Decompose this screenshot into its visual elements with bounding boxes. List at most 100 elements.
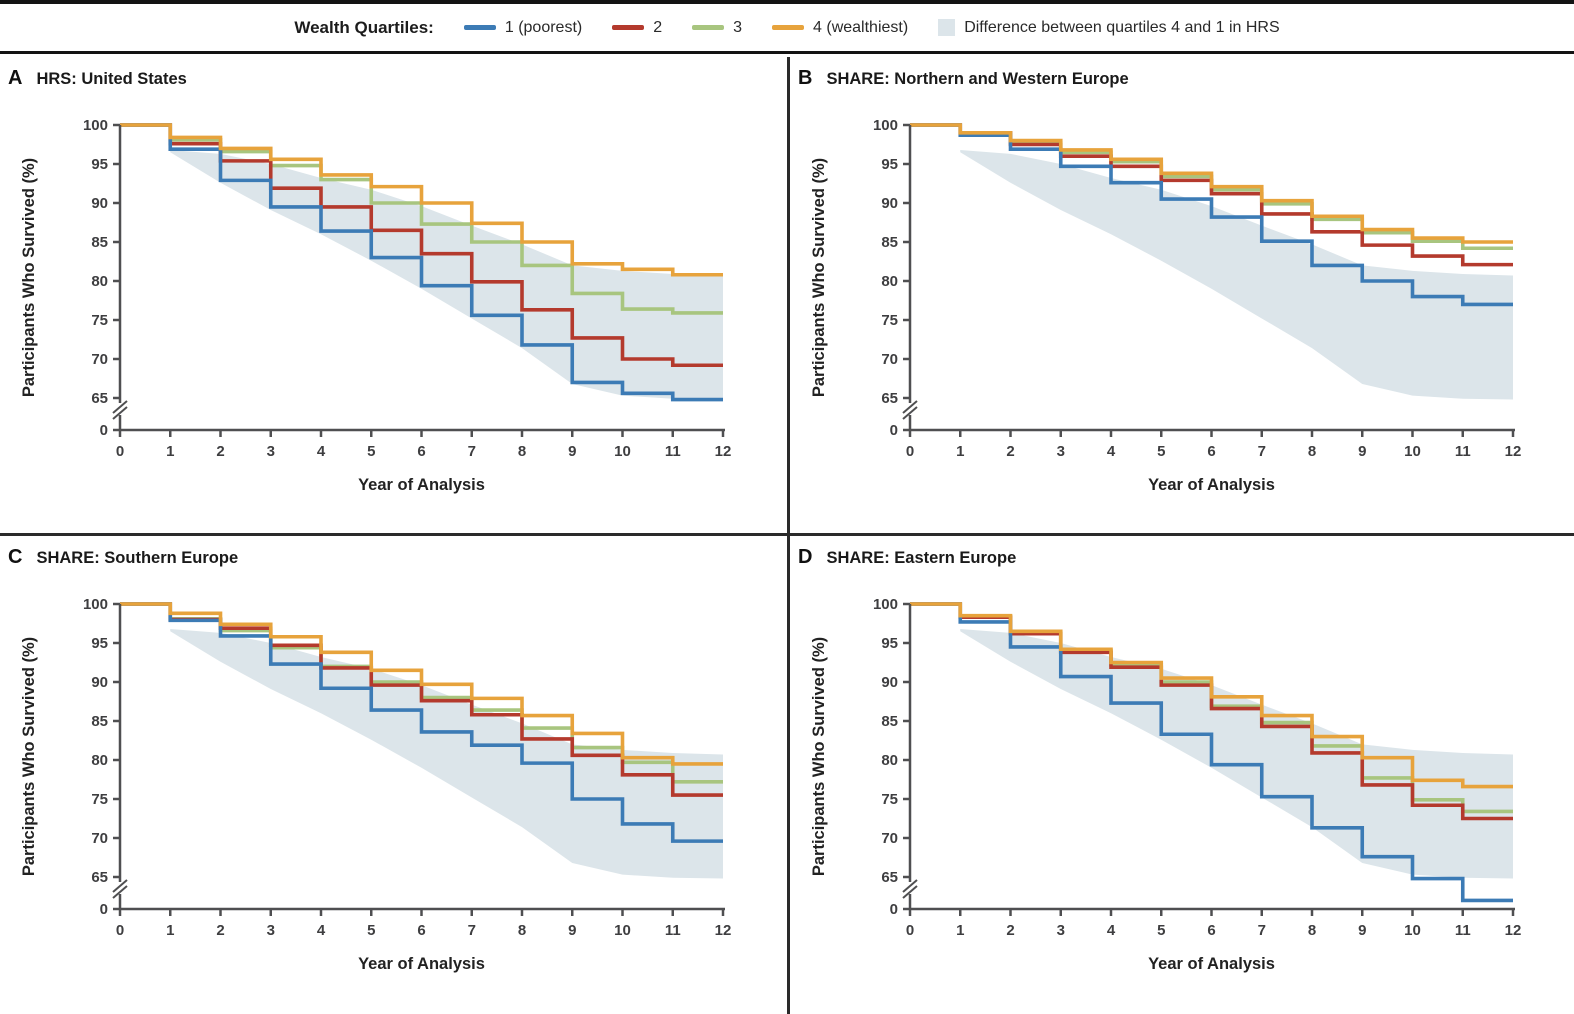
svg-text:4: 4 (317, 922, 326, 939)
svg-text:7: 7 (468, 443, 476, 460)
svg-text:65: 65 (881, 390, 898, 407)
svg-text:65: 65 (91, 869, 108, 886)
svg-text:70: 70 (881, 351, 898, 368)
svg-text:2: 2 (1006, 443, 1014, 460)
svg-text:11: 11 (665, 443, 681, 460)
svg-text:11: 11 (1455, 922, 1471, 939)
legend-title: Wealth Quartiles: (294, 17, 434, 37)
svg-text:1: 1 (956, 443, 964, 460)
svg-text:95: 95 (881, 635, 898, 652)
panel-title: A HRS: United States (8, 67, 187, 90)
svg-text:Participants Who Survived (%): Participants Who Survived (%) (810, 637, 828, 876)
svg-text:6: 6 (1207, 443, 1215, 460)
svg-text:90: 90 (881, 674, 898, 691)
svg-text:0: 0 (100, 422, 108, 439)
svg-text:85: 85 (881, 713, 898, 730)
legend-item-label: Difference between quartiles 4 and 1 in … (964, 18, 1280, 36)
svg-text:Year of Analysis: Year of Analysis (358, 476, 485, 494)
svg-text:10: 10 (614, 443, 631, 460)
svg-text:9: 9 (568, 922, 576, 939)
svg-text:9: 9 (568, 443, 576, 460)
quartile-3-line-swatch (692, 25, 725, 30)
svg-text:80: 80 (91, 752, 108, 769)
svg-text:2: 2 (216, 922, 224, 939)
svg-text:8: 8 (1308, 922, 1316, 939)
svg-text:1: 1 (956, 922, 964, 939)
svg-text:85: 85 (91, 713, 108, 730)
svg-text:0: 0 (906, 922, 914, 939)
panel-title: B SHARE: Northern and Western Europe (798, 67, 1129, 90)
svg-text:85: 85 (91, 234, 108, 251)
legend-item-label: 1 (poorest) (504, 18, 583, 36)
svg-text:12: 12 (1505, 443, 1522, 460)
svg-text:8: 8 (1308, 443, 1316, 460)
legend-item-label: 4 (wealthiest) (813, 18, 909, 36)
legend-item-q1: 1 (poorest) (463, 18, 583, 37)
svg-text:Participants Who Survived (%): Participants Who Survived (%) (20, 158, 38, 397)
svg-text:80: 80 (881, 752, 898, 769)
svg-text:7: 7 (1258, 922, 1266, 939)
svg-text:75: 75 (881, 312, 898, 329)
svg-text:12: 12 (715, 443, 732, 460)
svg-text:Year of Analysis: Year of Analysis (358, 955, 485, 973)
svg-text:2: 2 (216, 443, 224, 460)
svg-text:7: 7 (468, 922, 476, 939)
svg-text:8: 8 (518, 922, 526, 939)
svg-text:4: 4 (1107, 922, 1116, 939)
svg-text:Year of Analysis: Year of Analysis (1148, 955, 1275, 973)
svg-text:6: 6 (417, 922, 425, 939)
quartile-1-line-swatch (463, 25, 496, 30)
legend-item-q4: 4 (wealthiest) (772, 19, 908, 37)
svg-text:1: 1 (166, 922, 174, 939)
svg-text:95: 95 (91, 156, 108, 173)
panel-letter: C (8, 546, 23, 568)
svg-text:0: 0 (906, 443, 914, 460)
svg-text:65: 65 (881, 869, 898, 886)
svg-text:Participants Who Survived (%): Participants Who Survived (%) (20, 637, 38, 876)
legend-item-label: 2 (653, 18, 663, 36)
svg-text:90: 90 (881, 195, 898, 212)
svg-text:0: 0 (116, 443, 124, 460)
svg-text:65: 65 (91, 390, 108, 407)
svg-text:0: 0 (100, 901, 108, 918)
legend-item-label: 3 (733, 18, 743, 36)
panel-name: SHARE: Southern Europe (36, 549, 239, 567)
legend-item-q2: 2 (612, 19, 662, 37)
svg-text:1: 1 (166, 443, 174, 460)
svg-text:3: 3 (267, 443, 275, 460)
legend-item-q3: 3 (692, 19, 742, 37)
svg-text:85: 85 (881, 234, 898, 251)
svg-text:10: 10 (1404, 443, 1421, 460)
svg-text:70: 70 (91, 830, 108, 847)
svg-text:9: 9 (1358, 443, 1366, 460)
svg-text:90: 90 (91, 195, 108, 212)
svg-text:11: 11 (1455, 443, 1471, 460)
legend-bar: Wealth Quartiles: 1 (poorest) 2 3 4 (wea… (0, 0, 1574, 54)
panel-title: C SHARE: Southern Europe (8, 546, 238, 569)
svg-text:3: 3 (1057, 922, 1065, 939)
quartile-4-line-swatch (772, 25, 805, 30)
quartile-2-line-swatch (612, 25, 645, 30)
svg-text:9: 9 (1358, 922, 1366, 939)
svg-text:100: 100 (873, 596, 898, 613)
hrs-band-swatch (938, 19, 956, 36)
svg-text:90: 90 (91, 674, 108, 691)
svg-text:10: 10 (1404, 922, 1421, 939)
svg-text:11: 11 (665, 922, 681, 939)
svg-text:75: 75 (91, 791, 108, 808)
svg-text:2: 2 (1006, 922, 1014, 939)
svg-text:75: 75 (91, 312, 108, 329)
panel-name: SHARE: Eastern Europe (826, 549, 1017, 567)
svg-text:0: 0 (116, 922, 124, 939)
panel-share-southern-europe: C SHARE: Southern Europe 100 95 90 85 80 75 70… (0, 533, 787, 1014)
svg-text:8: 8 (518, 443, 526, 460)
panel-name: HRS: United States (36, 70, 187, 88)
panel-letter: D (798, 546, 813, 568)
svg-text:3: 3 (1057, 443, 1065, 460)
panel-share-northern-western-europe: B SHARE: Northern and Western Europe 10 0… (787, 57, 1574, 533)
svg-text:70: 70 (91, 351, 108, 368)
